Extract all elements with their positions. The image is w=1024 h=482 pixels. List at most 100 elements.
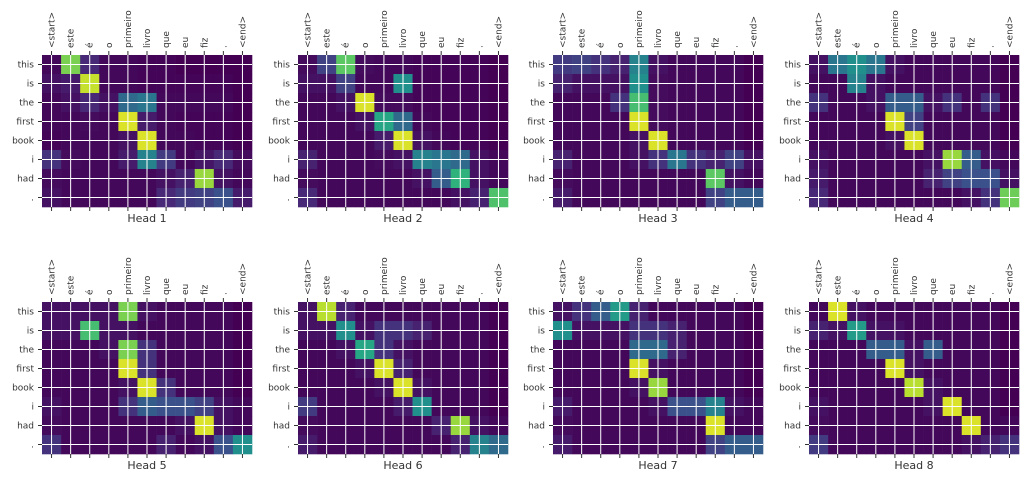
head-panel: <start> este é o primeiro livro que eu fiz. <end>… xyxy=(779,257,1020,472)
y-tick-label: is xyxy=(538,80,546,90)
y-tick-label: is xyxy=(27,80,35,90)
x-tick-label: fiz xyxy=(711,37,721,48)
y-tick-label: the xyxy=(530,99,545,109)
x-tick-label: primeiro xyxy=(380,257,390,295)
x-tick-label: que xyxy=(418,278,428,295)
x-tick-label: <end> xyxy=(494,263,504,295)
y-tick-label: is xyxy=(283,327,291,337)
x-tick-label: <start> xyxy=(304,12,314,48)
y-tick-label: is xyxy=(27,327,35,337)
head-panel: <start> este é o primeiro livro que eu fiz. <end>… xyxy=(523,257,764,472)
y-tick-label: the xyxy=(275,99,290,109)
x-tick-label: que xyxy=(673,278,683,295)
x-tick-label: primeiro xyxy=(891,10,901,48)
x-tick-label: . xyxy=(219,45,229,48)
y-tick-label: book xyxy=(779,137,802,147)
y-tick-label: i xyxy=(798,156,801,166)
y-tick-label: this xyxy=(18,61,35,71)
x-tick-label: é xyxy=(341,42,352,48)
x-tick-label: eu xyxy=(948,37,958,48)
x-tick-label: o xyxy=(616,289,626,295)
x-tick-label: que xyxy=(929,31,939,48)
x-tick-label: fiz xyxy=(200,284,210,295)
x-tick-label: é xyxy=(852,289,863,295)
y-tick-label: . xyxy=(542,441,545,451)
y-tick-label: . xyxy=(287,441,290,451)
x-tick-label: fiz xyxy=(456,37,466,48)
y-tick-label: first xyxy=(783,365,801,375)
y-tick-label: book xyxy=(268,384,291,394)
x-tick-label: fiz xyxy=(967,284,977,295)
x-tick-label: . xyxy=(219,292,229,295)
x-tick-label: que xyxy=(418,31,428,48)
y-tick-label: book xyxy=(523,384,546,394)
y-tick-label: first xyxy=(527,365,545,375)
x-tick-label: livro xyxy=(654,28,664,48)
y-tick-label: book xyxy=(268,137,291,147)
x-tick-label: é xyxy=(85,42,96,48)
y-tick-label: had xyxy=(784,422,801,432)
x-tick-label: <end> xyxy=(238,16,248,48)
x-tick-label: este xyxy=(67,28,77,48)
x-tick-label: eu xyxy=(692,37,702,48)
y-tick-label: had xyxy=(273,422,290,432)
x-tick-label: é xyxy=(341,289,352,295)
head-panel: <start> este é o primeiro livro que eu fiz. <end>… xyxy=(12,257,253,472)
x-tick-label: este xyxy=(834,28,844,48)
x-tick-label: . xyxy=(475,45,485,48)
head-title: Head 6 xyxy=(383,459,422,472)
x-tick-label: este xyxy=(323,275,333,295)
x-tick-label: <end> xyxy=(749,263,759,295)
y-tick-label: i xyxy=(542,403,545,413)
y-tick-label: the xyxy=(275,346,290,356)
x-tick-label: . xyxy=(730,292,740,295)
x-tick-label: <start> xyxy=(48,12,58,48)
y-tick-label: i xyxy=(542,156,545,166)
y-tick-label: i xyxy=(31,403,34,413)
x-tick-label: livro xyxy=(399,28,409,48)
head-panel: <start> este é o primeiro livro que eu fiz. <end>… xyxy=(268,10,509,225)
y-tick-label: . xyxy=(31,194,34,204)
y-tick-label: the xyxy=(786,346,801,356)
x-tick-label: este xyxy=(67,275,77,295)
y-tick-label: . xyxy=(798,194,801,204)
x-tick-label: fiz xyxy=(200,37,210,48)
y-tick-label: first xyxy=(272,118,290,128)
x-tick-label: livro xyxy=(143,28,153,48)
x-tick-label: <end> xyxy=(1005,16,1015,48)
head-title: Head 5 xyxy=(127,459,166,472)
x-tick-label: . xyxy=(986,292,996,295)
head-panel: <start> este é o primeiro livro que eu fiz. <end>… xyxy=(268,257,509,472)
x-tick-label: eu xyxy=(437,37,447,48)
y-tick-label: had xyxy=(528,422,545,432)
x-tick-label: o xyxy=(361,42,371,48)
y-tick-label: had xyxy=(273,175,290,185)
y-tick-label: the xyxy=(530,346,545,356)
x-tick-label: primeiro xyxy=(124,257,134,295)
y-tick-label: is xyxy=(794,327,802,337)
head-title: Head 2 xyxy=(383,212,422,225)
y-tick-label: book xyxy=(523,137,546,147)
x-tick-label: este xyxy=(578,28,588,48)
x-tick-label: eu xyxy=(692,284,702,295)
x-tick-label: este xyxy=(578,275,588,295)
head-title: Head 1 xyxy=(127,212,166,225)
x-tick-label: este xyxy=(834,275,844,295)
y-tick-label: this xyxy=(785,61,802,71)
y-tick-label: had xyxy=(17,422,34,432)
y-tick-label: . xyxy=(798,441,801,451)
x-tick-label: o xyxy=(872,42,882,48)
y-tick-label: first xyxy=(272,365,290,375)
head-panel: <start> este é o primeiro livro que eu fiz. <end>… xyxy=(523,10,764,225)
x-tick-label: eu xyxy=(437,284,447,295)
x-tick-label: é xyxy=(596,42,607,48)
x-tick-label: este xyxy=(323,28,333,48)
x-tick-label: que xyxy=(673,31,683,48)
x-tick-label: <start> xyxy=(304,259,314,295)
y-tick-label: . xyxy=(31,441,34,451)
x-tick-label: <start> xyxy=(559,12,569,48)
x-tick-label: primeiro xyxy=(891,257,901,295)
y-tick-label: this xyxy=(274,61,291,71)
y-tick-label: this xyxy=(785,308,802,318)
